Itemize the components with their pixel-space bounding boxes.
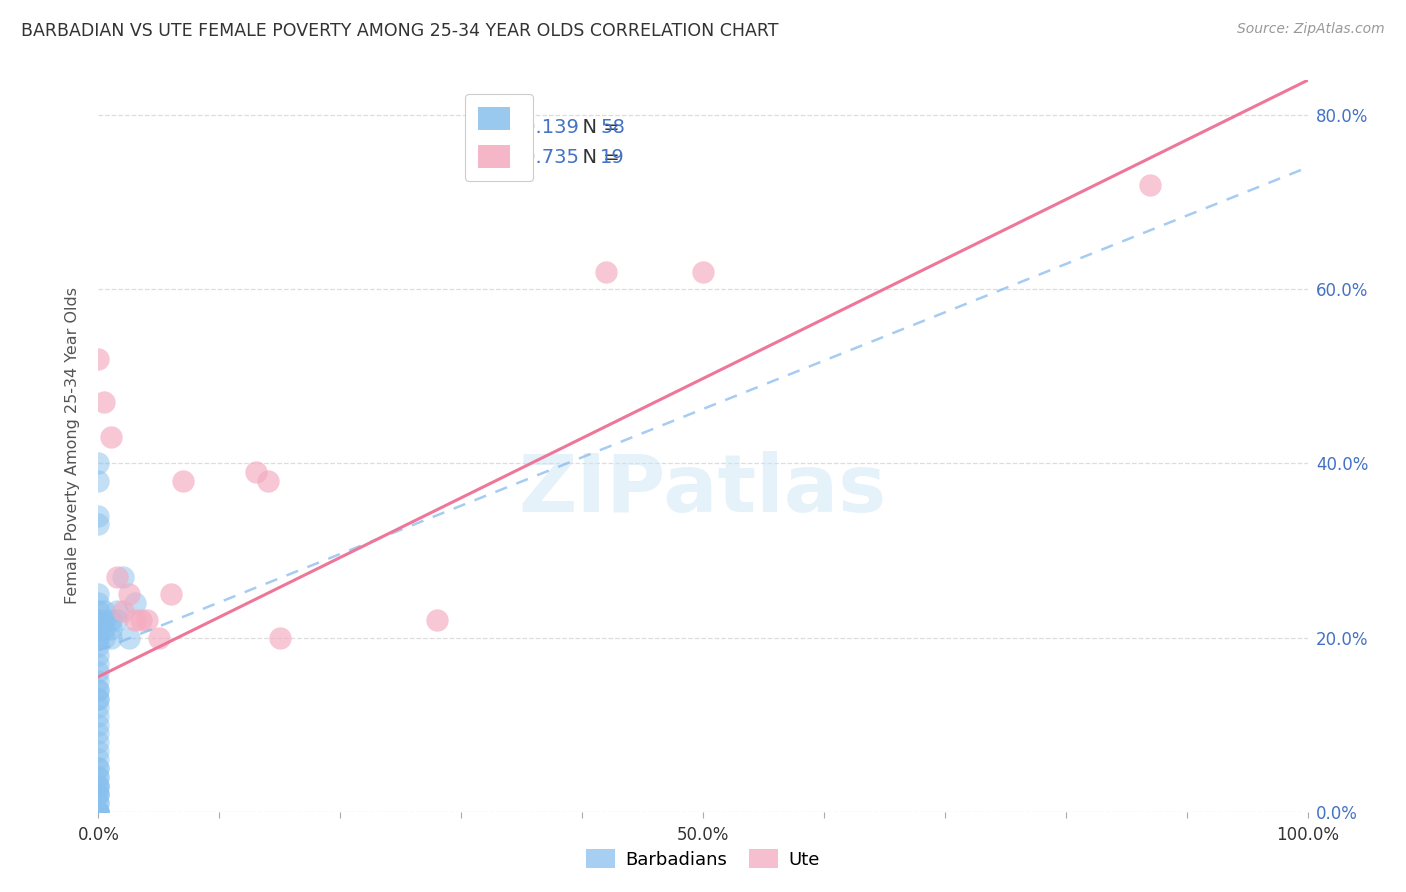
Point: [93, 631, 115, 645]
Point: [87, 779, 110, 793]
Point: [93, 604, 115, 618]
Text: 0.735: 0.735: [517, 147, 579, 167]
Point: [111, 604, 134, 618]
Point: [111, 569, 134, 583]
Point: [87, 805, 110, 819]
Point: [269, 631, 291, 645]
Point: [93, 395, 115, 409]
Point: [100, 631, 122, 645]
Point: [87, 779, 110, 793]
Point: [87, 735, 110, 749]
Point: [87, 726, 110, 740]
Point: [105, 613, 128, 627]
Point: [692, 265, 714, 279]
Point: [87, 805, 110, 819]
Point: [87, 691, 110, 706]
Point: [87, 796, 110, 810]
Text: 0.139: 0.139: [517, 119, 579, 137]
Point: [87, 770, 110, 784]
Point: [245, 465, 267, 479]
Point: [87, 613, 110, 627]
Point: [87, 761, 110, 775]
Text: 58: 58: [600, 119, 626, 137]
Point: [87, 604, 110, 618]
Text: Source: ZipAtlas.com: Source: ZipAtlas.com: [1237, 22, 1385, 37]
Point: [100, 430, 122, 444]
Point: [87, 457, 110, 471]
Point: [1139, 178, 1161, 192]
Point: [129, 613, 152, 627]
Point: [172, 474, 194, 488]
Point: [87, 744, 110, 758]
Point: [87, 508, 110, 523]
Point: [87, 682, 110, 697]
Text: BARBADIAN VS UTE FEMALE POVERTY AMONG 25-34 YEAR OLDS CORRELATION CHART: BARBADIAN VS UTE FEMALE POVERTY AMONG 25…: [21, 22, 779, 40]
Point: [87, 779, 110, 793]
Point: [87, 682, 110, 697]
Point: [87, 613, 110, 627]
Point: [87, 787, 110, 801]
Point: [87, 700, 110, 714]
Point: [105, 569, 128, 583]
Text: N =: N =: [569, 147, 626, 167]
Point: [595, 265, 617, 279]
Point: [87, 796, 110, 810]
Point: [87, 631, 110, 645]
Point: [87, 691, 110, 706]
Point: [93, 622, 115, 636]
Point: [87, 648, 110, 662]
Point: [87, 631, 110, 645]
Point: [160, 587, 183, 601]
Point: [118, 587, 141, 601]
Point: [87, 787, 110, 801]
Point: [87, 805, 110, 819]
Point: [87, 640, 110, 654]
Point: [87, 665, 110, 680]
Point: [87, 770, 110, 784]
Text: R =: R =: [485, 147, 527, 167]
Point: [87, 805, 110, 819]
Point: [87, 709, 110, 723]
Point: [87, 752, 110, 766]
Text: 19: 19: [600, 147, 626, 167]
Point: [87, 622, 110, 636]
Point: [87, 761, 110, 775]
Point: [124, 613, 146, 627]
Point: [87, 787, 110, 801]
Legend: , : ,: [465, 94, 533, 181]
Point: [100, 622, 122, 636]
Point: [87, 587, 110, 601]
Point: [105, 604, 128, 618]
Point: [87, 805, 110, 819]
Point: [87, 474, 110, 488]
Point: [135, 613, 157, 627]
Point: [87, 674, 110, 689]
Point: [87, 657, 110, 671]
Point: [426, 613, 449, 627]
Point: [87, 517, 110, 532]
Point: [118, 631, 141, 645]
Point: [124, 596, 146, 610]
Point: [93, 613, 115, 627]
Point: [256, 474, 278, 488]
Point: [87, 351, 110, 366]
Point: [100, 613, 122, 627]
Point: [148, 631, 170, 645]
Y-axis label: Female Poverty Among 25-34 Year Olds: Female Poverty Among 25-34 Year Olds: [65, 287, 80, 605]
Point: [87, 717, 110, 731]
Text: ZIPatlas: ZIPatlas: [519, 450, 887, 529]
Text: R =: R =: [485, 119, 527, 137]
Point: [87, 622, 110, 636]
Text: N =: N =: [569, 119, 626, 137]
Point: [87, 596, 110, 610]
Legend: Barbadians, Ute: Barbadians, Ute: [579, 841, 827, 876]
